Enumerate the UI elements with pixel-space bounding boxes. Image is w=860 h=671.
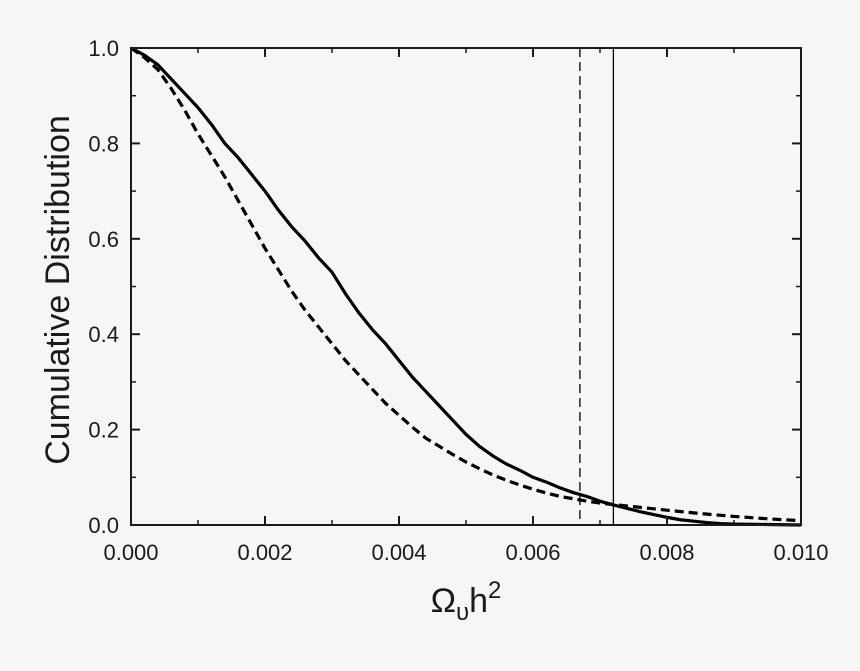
- plot-frame: [130, 47, 802, 526]
- y-tick-label: 0.8: [88, 131, 119, 156]
- x-axis-title-subscript: υ: [456, 599, 469, 626]
- ticks: 0.000 0.002 0.004 0.006 0.008 0.010 0.0 0.2 0.4 0…: [88, 36, 828, 565]
- y-tick-label: 0.0: [88, 513, 119, 538]
- x-axis-title-superscript: 2: [488, 577, 501, 604]
- x-axis-title-omega: Ω: [431, 582, 456, 620]
- series-layer: [130, 46, 802, 527]
- y-tick-label: 0.2: [88, 418, 119, 443]
- x-tick-label: 0.010: [773, 540, 828, 565]
- x-tick-label: 0.006: [505, 540, 560, 565]
- reference-lines: [579, 48, 615, 525]
- y-axis-title: Cumulative Distribution: [39, 115, 77, 465]
- x-tick-label: 0.008: [639, 540, 694, 565]
- x-axis-title: Ωυh2: [431, 577, 502, 626]
- x-tick-label: 0.002: [237, 540, 292, 565]
- x-tick-label: 0.004: [371, 540, 426, 565]
- x-tick-label: 0.000: [103, 540, 158, 565]
- series-dashed-line: [130, 46, 802, 523]
- x-axis-title-h: h: [469, 582, 488, 620]
- y-tick-label: 0.6: [88, 227, 119, 252]
- y-tick-label: 1.0: [88, 36, 119, 61]
- series-solid-line: [130, 46, 802, 527]
- y-tick-label: 0.4: [88, 322, 119, 347]
